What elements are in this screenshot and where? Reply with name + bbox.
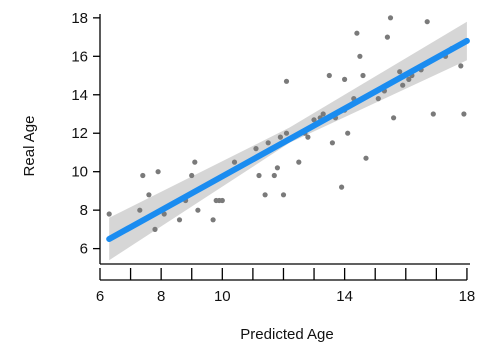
data-point [354,30,360,36]
data-point [363,155,369,161]
y-tick-label: 10 [71,164,88,181]
data-point [387,15,394,21]
y-tick-label: 16 [71,48,88,65]
y-tick-label: 14 [71,87,88,104]
data-point [430,111,436,117]
data-point [253,146,259,152]
data-point [400,82,406,88]
data-point [146,192,152,198]
data-point [329,140,335,146]
data-point [106,211,112,217]
labels: Predicted Age Real Age [21,116,334,343]
data-point [192,159,198,165]
data-point [280,192,287,198]
data-point [161,211,167,217]
data-point [265,140,271,146]
data-point [305,134,311,140]
data-point [256,172,262,179]
data-point [274,165,280,171]
data-point [195,207,201,213]
data-point [155,169,161,175]
data-point [231,159,238,165]
data-point [360,72,366,79]
y-tick-label: 18 [71,10,88,27]
data-point [458,63,464,69]
data-point [406,76,412,82]
x-tick-label: 18 [459,288,476,305]
regression-line [106,37,470,242]
data-point [342,76,348,82]
y-tick-label: 6 [80,241,88,258]
data-point [152,226,158,232]
x-axis-title: Predicted Age [240,326,333,343]
data-point [391,115,397,121]
axes: 6 8 10 12 14 16 18 6 8 10 14 18 [71,10,475,305]
data-point [277,134,283,140]
data-point [176,217,183,223]
data-point [320,111,326,117]
data-point [140,172,146,179]
data-point [345,130,351,136]
data-point [461,111,467,117]
data-point [189,172,195,179]
x-tick-label: 6 [96,288,104,305]
data-point [283,78,290,84]
y-tick-label: 8 [80,202,88,219]
data-point [357,53,363,59]
data-point [283,130,290,136]
data-point [296,159,302,165]
data-point [397,69,403,75]
data-point [311,117,317,123]
data-point [262,192,268,198]
data-point [326,72,332,79]
data-point [219,197,225,204]
data-point [271,172,277,179]
data-point [424,19,430,25]
data-point [384,34,390,40]
y-tick-label: 12 [71,125,88,142]
data-point [210,217,216,223]
y-axis-title: Real Age [21,116,38,177]
x-tick-label: 10 [214,288,231,305]
x-tick-label: 14 [336,288,353,305]
data-point [375,96,381,102]
data-point [137,207,143,213]
x-tick-label: 8 [157,288,165,305]
data-point [339,184,345,190]
plot-area [106,15,470,261]
